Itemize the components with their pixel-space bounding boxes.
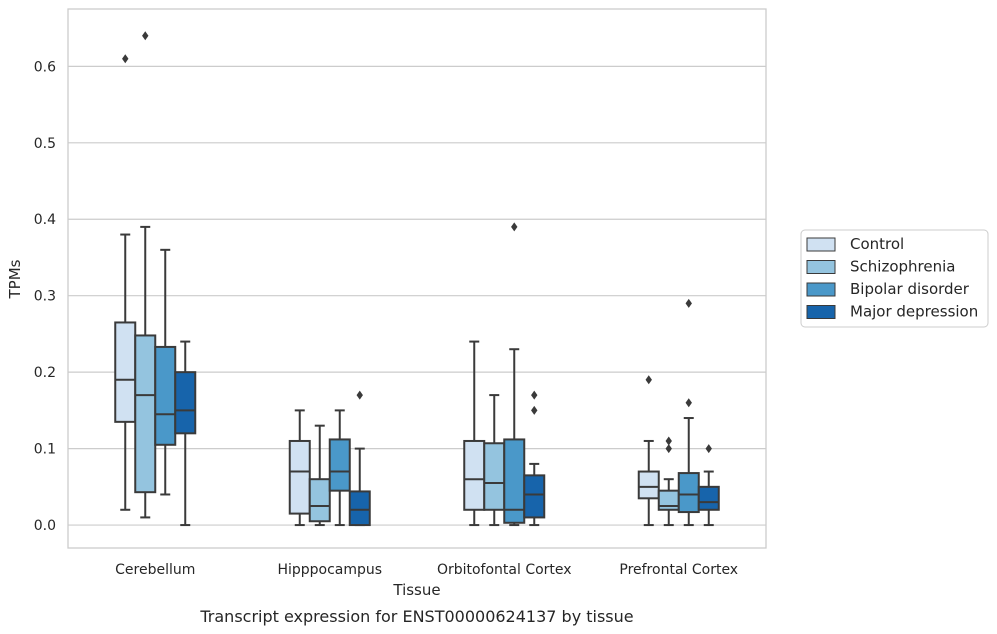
outlier-point (665, 444, 672, 454)
outlier-point (122, 54, 129, 64)
legend-item: Schizophrenia (806, 258, 955, 276)
y-tick-label: 0.6 (34, 59, 56, 75)
box-2-1 (483, 394, 506, 527)
box-body (288, 439, 311, 515)
outlier-point (531, 390, 538, 400)
x-tick-label: Orbitofontal Cortex (437, 562, 572, 578)
outlier-point (685, 398, 692, 408)
box-0-0 (114, 54, 137, 511)
outlier-point (142, 31, 149, 41)
box-1-0 (288, 409, 311, 527)
gridlines (68, 65, 766, 526)
box-body (308, 478, 331, 523)
x-axis-title: Tissue (392, 581, 440, 599)
y-tick-label: 0.3 (34, 289, 56, 305)
y-tick-label: 0.1 (34, 442, 56, 458)
x-tick-label: Cerebellum (115, 562, 195, 578)
y-tick-label: 0.0 (34, 518, 56, 534)
chart-caption: Transcript expression for ENST0000062413… (199, 607, 633, 626)
box-3-0 (637, 375, 660, 527)
outlier-point (531, 405, 538, 415)
box-body (637, 470, 660, 500)
box-0-1 (134, 31, 157, 519)
y-axis-title: TPMs (6, 259, 24, 299)
legend-item: Bipolar disorder (806, 280, 970, 298)
box-body (697, 485, 720, 511)
legend-label: Bipolar disorder (850, 280, 970, 298)
box-2-2 (503, 222, 526, 527)
box-1-1 (308, 424, 331, 527)
outlier-point (705, 444, 712, 454)
box-body (483, 442, 506, 511)
y-axis-ticks: 0.0 0.1 0.2 0.3 0.4 0.5 0.6 (34, 59, 56, 534)
outlier-point (356, 390, 363, 400)
box-body (328, 438, 351, 492)
box-3-3 (697, 444, 720, 527)
legend-swatch (806, 260, 836, 274)
box-1-2 (328, 409, 351, 527)
box-3-1 (657, 436, 680, 527)
box-body (348, 490, 371, 527)
box-1-3 (348, 390, 371, 527)
box-2-0 (463, 340, 486, 527)
legend-label: Control (850, 235, 904, 253)
box-0-2 (154, 248, 177, 496)
box-0-3 (174, 340, 197, 527)
legend-swatch (806, 237, 836, 252)
y-tick-label: 0.4 (34, 212, 56, 228)
x-axis-ticks: Cerebellum Hipppocampus Orbitofontal Corte… (115, 562, 738, 578)
x-tick-label: Prefrontal Cortex (619, 562, 738, 578)
x-tick-label: Hipppocampus (277, 562, 382, 578)
box-body (134, 334, 157, 494)
box-body (154, 345, 177, 446)
outlier-point (665, 436, 672, 446)
legend-label: Schizophrenia (850, 258, 955, 276)
y-tick-label: 0.5 (34, 136, 56, 152)
box-2-3 (523, 390, 546, 527)
legend: Control Schizophrenia Bipolar disorder Majo… (800, 229, 989, 328)
legend-item: Major depression (806, 303, 978, 321)
box-body (523, 474, 546, 519)
legend-item: Control (806, 235, 904, 253)
outlier-point (645, 375, 652, 385)
outlier-point (685, 298, 692, 308)
box-body (463, 439, 486, 511)
box-3-2 (677, 298, 700, 527)
box-body (174, 371, 197, 435)
boxes (114, 31, 720, 527)
box-body (677, 472, 700, 514)
plot-frame (67, 8, 767, 549)
y-tick-label: 0.2 (34, 365, 56, 381)
box-body (114, 321, 137, 423)
legend-label: Major depression (850, 303, 978, 321)
legend-swatch (806, 282, 836, 297)
legend-frame (800, 229, 989, 328)
legend-swatch (806, 305, 836, 319)
outlier-point (511, 222, 518, 232)
